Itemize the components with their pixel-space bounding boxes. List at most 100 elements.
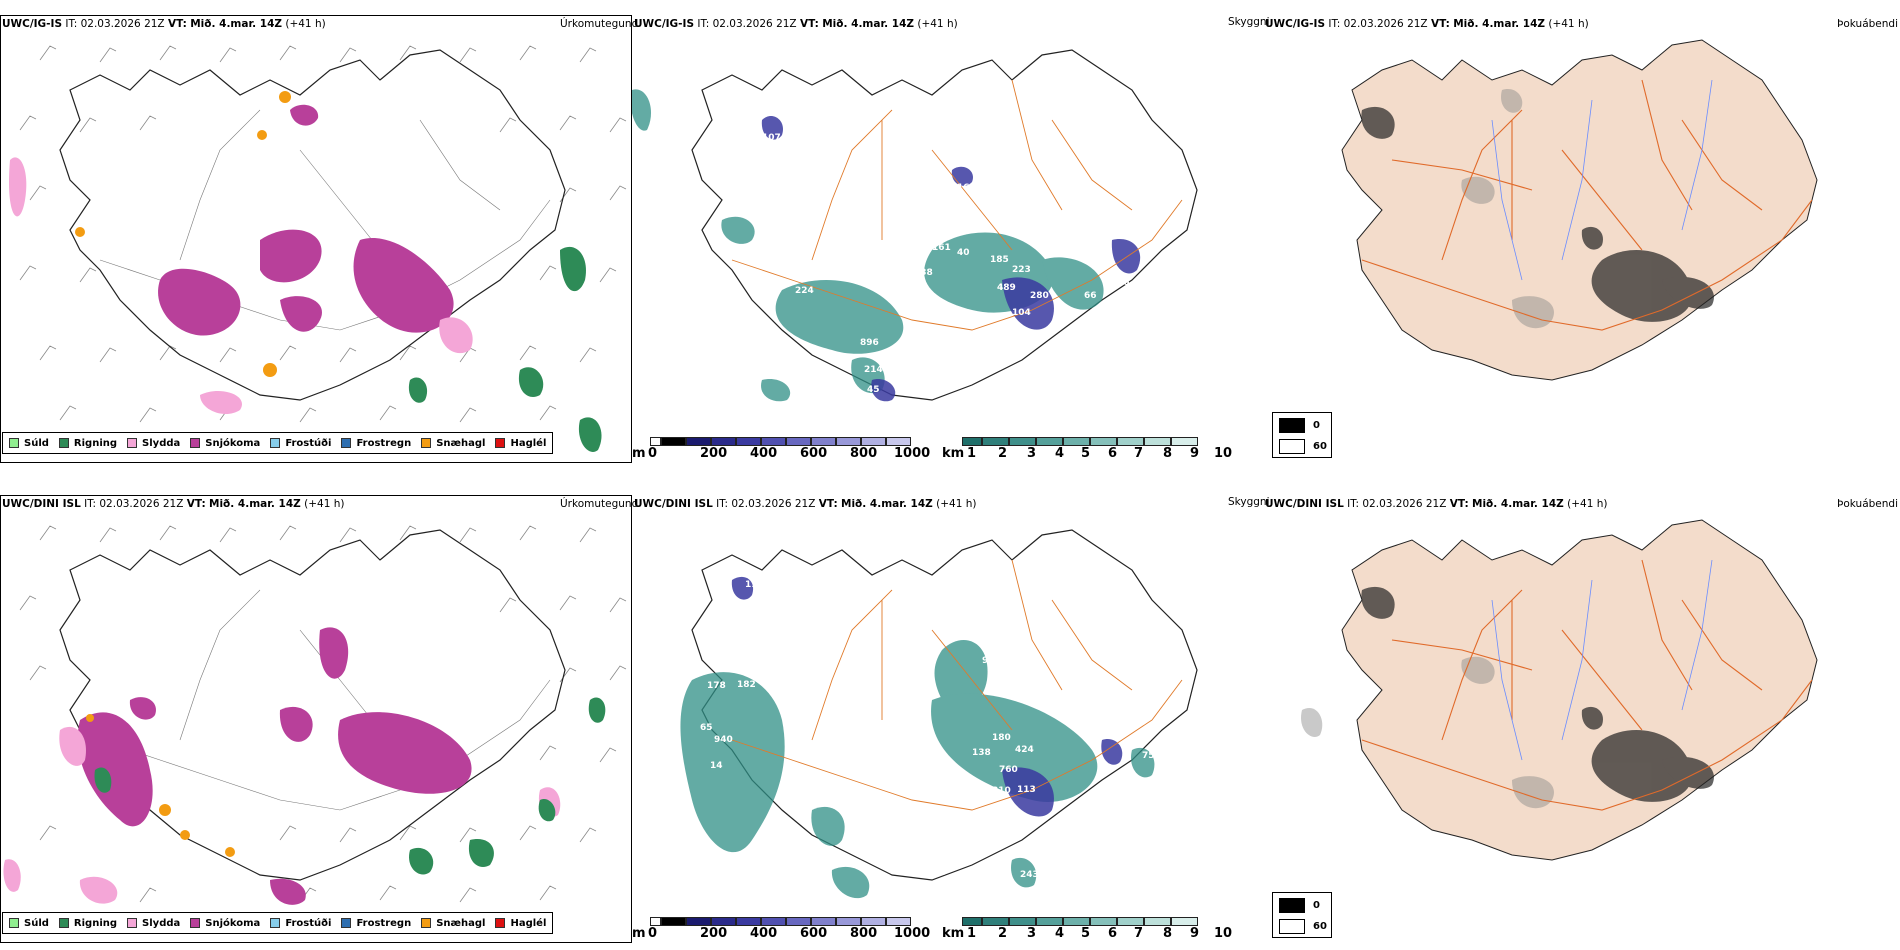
legend-item: Haglél — [495, 918, 546, 929]
iceland-outline — [691, 529, 1198, 881]
cbar-seg — [962, 437, 982, 446]
vis-label: 14 — [710, 761, 723, 771]
cbar-tick: 0 — [648, 926, 658, 941]
visibility-panel-title: Skyggni — [1228, 496, 1270, 508]
precip-map-frame — [0, 15, 632, 463]
it-label: IT: — [1328, 18, 1341, 30]
model-name: UWC/DINI ISL — [634, 498, 713, 510]
legend-item: Slydda — [127, 918, 180, 929]
cbar-seg — [1009, 917, 1036, 926]
legend-label: Frostregn — [356, 437, 412, 449]
legend-item: Frostregn — [341, 438, 411, 449]
legend-item: Frostúði — [270, 918, 331, 929]
vis-label: 745 — [812, 783, 831, 793]
fog-swatch — [1279, 439, 1305, 454]
cbar-tick: 5 — [1081, 926, 1091, 941]
vis-value-labels: 107 11 160 161 40 538 385 378 185 223 48… — [762, 133, 1130, 398]
legend-label: Slydda — [142, 917, 181, 929]
vt-value: Mið. 4.mar. 14Z — [190, 18, 283, 30]
legend-swatch — [421, 438, 432, 448]
fog-legend-row: 0 — [1279, 898, 1320, 913]
cbar-seg — [811, 437, 836, 446]
panel-header: UWC/DINI ISL IT: 02.03.2026 21Z VT: Mið.… — [634, 498, 976, 510]
it-label: IT: — [697, 18, 710, 30]
precip-map-frame — [0, 495, 632, 943]
legend-label: Frostregn — [356, 917, 412, 929]
it-label: IT: — [716, 498, 729, 510]
cbar-tick: 5 — [1081, 446, 1091, 461]
cbar-seg — [686, 437, 711, 446]
cbar-seg — [650, 917, 661, 926]
vis-label: 104 — [1012, 308, 1031, 318]
it-value: 02.03.2026 21Z — [712, 18, 797, 30]
visibility-ticks: km 1 2 3 4 5 6 7 8 9 10 — [942, 926, 1242, 942]
legend-swatch — [270, 918, 281, 928]
rivers — [1491, 79, 1713, 281]
sleet-areas — [8, 157, 473, 415]
legend-item: Snjókoma — [190, 438, 260, 449]
fog-legend: 0 60 — [1272, 892, 1332, 938]
vis-label: 160 — [957, 183, 976, 193]
visibility-panel-title: Skyggni — [1228, 16, 1270, 28]
legend-swatch — [127, 918, 138, 928]
vis-label: 45 — [867, 385, 880, 395]
visibility-panel-row2: UWC/DINI ISL IT: 02.03.2026 21Z VT: Mið.… — [632, 480, 1270, 942]
cbar-seg — [886, 917, 911, 926]
cbar-tick: 3 — [1027, 446, 1037, 461]
legend-label: Snæhagl — [436, 437, 486, 449]
cbar-tick: 400 — [750, 446, 778, 461]
graupel-areas — [86, 714, 235, 857]
vt-value: Mið. 4.mar. 14Z — [209, 498, 301, 510]
lead-time: (+41 h) — [304, 498, 345, 510]
cbar-seg — [861, 437, 886, 446]
fog-panel-title: Þokuábendi — [1837, 18, 1898, 30]
vis-label: 756 — [1142, 751, 1161, 761]
cloud-base-colorbar — [650, 437, 911, 446]
iceland-land — [1341, 39, 1818, 381]
precip-panel-row1: UWC/IG-IS IT: 02.03.2026 21Z VT: Mið. 4.… — [0, 0, 638, 463]
cbar-tick: 7 — [1134, 446, 1144, 461]
legend-swatch — [9, 918, 19, 928]
cbar-seg — [1009, 437, 1036, 446]
cbar-tick: 4 — [1055, 926, 1065, 941]
fog-swatch — [1279, 898, 1305, 913]
vis-label: 107 — [762, 133, 781, 143]
cbar-tick: 10 — [1214, 926, 1233, 941]
cloud-base-ticks: m 0 200 400 600 800 1000 — [632, 926, 932, 942]
vis-label: 385 — [894, 283, 913, 293]
cbar-seg — [982, 917, 1009, 926]
legend-item: Rigning — [58, 918, 117, 929]
vis-label: 280 — [1030, 291, 1049, 301]
vis-label: 65 — [700, 723, 713, 733]
cbar-tick: 600 — [800, 926, 828, 941]
vis-label: 124 — [1054, 341, 1073, 351]
legend-label: Haglél — [510, 917, 547, 929]
iceland-outline — [59, 49, 566, 401]
snow-areas — [77, 627, 472, 905]
vt-label: VT: — [167, 18, 187, 30]
vis-label: 107 — [997, 340, 1016, 350]
roads — [99, 109, 551, 331]
legend-item: Frostregn — [341, 918, 411, 929]
cbar-tick: 1 — [967, 446, 977, 461]
lead-time: (+41 h) — [285, 18, 326, 30]
precip-panel-title: Úrkomutegund — [560, 18, 639, 30]
cbar-seg — [1171, 437, 1198, 446]
cbar-tick: 9 — [1190, 926, 1200, 941]
vis-label: 40 — [957, 248, 970, 258]
precip-map — [8, 45, 627, 452]
vis-label: 79 — [978, 829, 991, 839]
fog-map — [1341, 39, 1818, 381]
legend-label: Frostúði — [285, 437, 332, 449]
rain-areas — [94, 697, 606, 875]
cbar-seg — [1171, 917, 1198, 926]
legend-label: Haglél — [510, 437, 547, 449]
cbar-seg — [786, 917, 811, 926]
legend-label: Snjókoma — [205, 917, 261, 929]
legend-item: Slydda — [127, 438, 180, 449]
cbar-seg — [1090, 917, 1117, 926]
cbar-seg — [982, 437, 1009, 446]
visibility-ticks: km 1 2 3 4 5 6 7 8 9 10 — [942, 446, 1242, 462]
vis-label: 161 — [932, 243, 951, 253]
precip-map — [3, 525, 627, 905]
